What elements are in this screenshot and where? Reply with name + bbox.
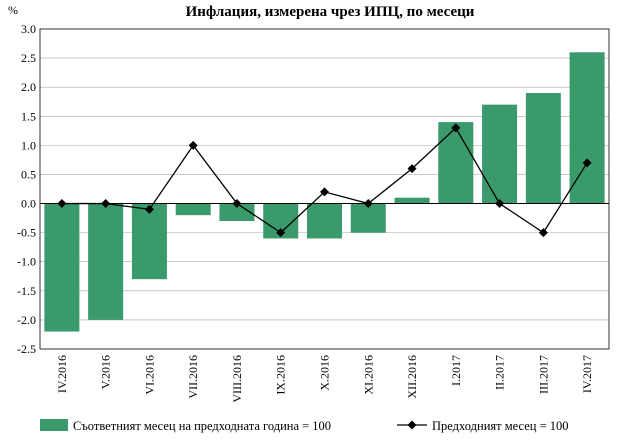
y-tick-label: 2.0 [21,80,36,94]
legend-line-marker [407,420,417,430]
x-tick-label: IV.2017 [580,355,594,393]
legend-bar-swatch [40,419,68,431]
y-tick-label: 0.5 [21,167,36,181]
y-tick-label: 0.0 [21,197,36,211]
bar [569,52,605,204]
line-point [320,187,329,197]
y-tick-label: 2.5 [21,51,36,65]
y-tick-label: -2.0 [17,313,36,327]
plot-area-frame [39,28,610,350]
x-tick-labels: IV.2016 V.2016 VI.2016 VII.2016 VIII.2016 IX.… [55,355,594,403]
x-tick-label: VIII.2016 [230,355,244,403]
x-tick-label: XI.2016 [361,355,375,395]
bar [525,93,561,204]
x-tick-label: VII.2016 [186,355,200,399]
x-tick-label: XII.2016 [405,355,419,399]
line-point [101,199,111,209]
y-tick-label: 1.0 [21,138,36,152]
bar [482,104,518,204]
line-point [451,123,461,133]
bar-series [44,52,605,332]
x-tick-label: III.2017 [536,355,550,394]
x-tick-label: X.2016 [318,355,332,391]
bar [131,203,167,280]
x-tick-label: V.2016 [99,355,113,389]
bar [88,203,124,320]
line-point [363,199,373,209]
x-tick-label: IV.2016 [55,355,69,393]
line-point [57,199,67,209]
legend-line-label: Предходният месец = 100 [432,419,569,433]
line-point [276,228,286,238]
y-tick-label: -1.0 [17,255,36,269]
x-tick-label: IX.2016 [274,355,288,395]
x-tick-label: I.2017 [449,355,463,386]
line-point [495,199,505,209]
y-tick-labels: 3.0 2.5 2.0 1.5 1.0 0.5 0.0 -0.5 -1.0 -1.5 -2.0 -2.… [17,22,36,356]
line-point [188,140,198,150]
y-tick-label: 1.5 [21,109,36,123]
y-tick-label: 3.0 [21,22,36,36]
x-tick-label: VI.2016 [142,355,156,395]
line-point [144,204,154,214]
bar [438,122,474,204]
x-tick-label: II.2017 [493,355,507,390]
y-tick-label: -1.5 [17,284,36,298]
line-point [232,199,242,209]
bar [350,203,386,233]
bar [219,203,255,221]
line-point [538,228,548,238]
y-axis-unit: % [8,3,18,17]
bar [44,203,80,332]
line-point [582,158,592,168]
line-point [407,164,417,174]
bar [394,197,430,204]
bar [306,203,343,239]
bar [175,203,211,216]
y-tick-label: -0.5 [17,226,36,240]
legend: Съответният месец на предходната година … [40,419,569,433]
chart-title: Инфлация, измерена чрез ИПЦ, по месеци [186,4,475,20]
legend-bar-label: Съответният месец на предходната година … [73,419,331,433]
y-tick-label: -2.5 [17,342,36,356]
line-series [57,123,592,238]
